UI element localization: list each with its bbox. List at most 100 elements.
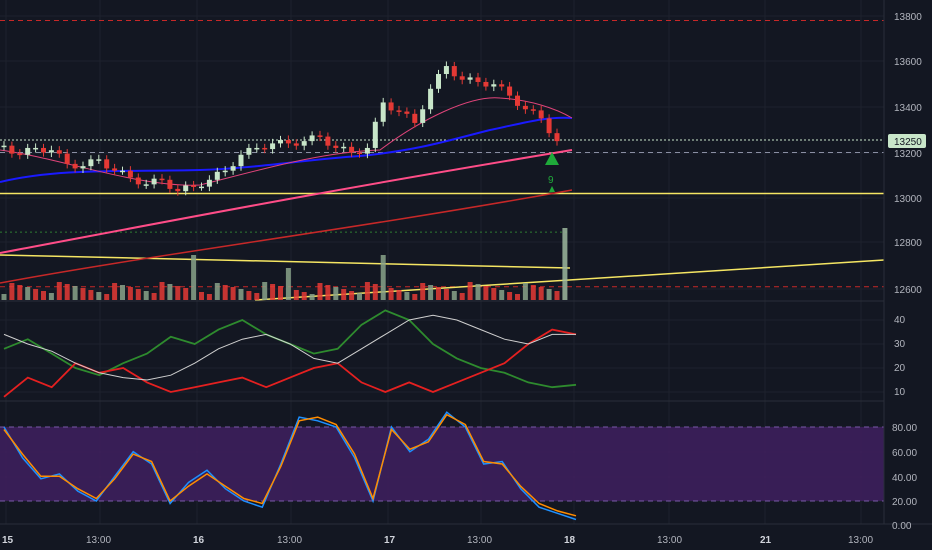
candle-body[interactable]	[507, 86, 513, 96]
candle-body[interactable]	[349, 146, 355, 153]
adx-line	[3, 314, 576, 381]
candle-body[interactable]	[143, 184, 149, 186]
candle-body[interactable]	[428, 88, 434, 110]
last-price-label: 13250	[894, 137, 922, 148]
candle-body[interactable]	[199, 186, 204, 189]
volume-bar	[325, 285, 331, 300]
price-label: 13600	[894, 57, 922, 68]
candle-body[interactable]	[380, 102, 386, 122]
candle-body[interactable]	[475, 77, 481, 82]
candle-body[interactable]	[96, 159, 102, 161]
candle-body[interactable]	[151, 178, 157, 185]
last-price-tag	[888, 134, 926, 148]
volume-bar	[499, 290, 505, 300]
candle-body[interactable]	[357, 152, 362, 155]
price-pane[interactable]	[0, 20, 885, 301]
candle-body[interactable]	[499, 84, 505, 87]
candle-body[interactable]	[64, 153, 70, 164]
candle-body[interactable]	[538, 110, 544, 119]
candle-body[interactable]	[222, 170, 228, 173]
volume-bar	[270, 284, 276, 300]
candle-body[interactable]	[175, 188, 181, 192]
candle-body[interactable]	[554, 133, 560, 142]
candle-body[interactable]	[270, 143, 276, 150]
dmi-axis[interactable]: 40 30 20 10	[894, 315, 906, 398]
candle-body[interactable]	[451, 66, 457, 77]
candle-body[interactable]	[530, 109, 536, 111]
volume-bar	[428, 285, 434, 300]
volume-bar	[33, 289, 39, 300]
volume-bar	[72, 286, 78, 300]
candle-body[interactable]	[443, 66, 449, 75]
candle-body[interactable]	[25, 147, 31, 155]
candle-body[interactable]	[33, 147, 39, 150]
descending-trendline	[0, 254, 571, 269]
volume-bar	[309, 294, 315, 300]
volume-bar	[333, 287, 339, 300]
candle-body[interactable]	[80, 166, 86, 169]
candle-body[interactable]	[167, 179, 173, 189]
candle-body[interactable]	[420, 109, 426, 123]
candle-body[interactable]	[206, 179, 212, 187]
candle-body[interactable]	[522, 105, 528, 110]
candle-body[interactable]	[238, 154, 244, 167]
candle-body[interactable]	[183, 185, 189, 192]
candle-body[interactable]	[333, 145, 339, 148]
volume-bar	[104, 294, 110, 300]
candle-body[interactable]	[72, 163, 78, 169]
volume-bar	[380, 255, 386, 300]
candle-body[interactable]	[396, 110, 402, 112]
candle-body[interactable]	[159, 178, 165, 181]
candle-body[interactable]	[127, 170, 133, 178]
candle-body[interactable]	[467, 77, 473, 80]
candle-body[interactable]	[254, 147, 260, 150]
candle-body[interactable]	[191, 185, 197, 187]
candle-body[interactable]	[278, 139, 283, 144]
candle-body[interactable]	[262, 147, 268, 150]
candle-body[interactable]	[309, 135, 315, 142]
candle-body[interactable]	[88, 159, 94, 167]
candle-body[interactable]	[364, 147, 370, 154]
candle-body[interactable]	[17, 153, 23, 156]
dmi-axis-label: 40	[894, 315, 906, 326]
time-axis[interactable]: 15 13:00 16 13:00 17 13:00 18 13:00 21 1…	[2, 535, 873, 546]
candle-body[interactable]	[135, 177, 141, 185]
candle-body[interactable]	[491, 84, 497, 87]
candle-body[interactable]	[285, 139, 291, 144]
candle-body[interactable]	[293, 143, 299, 146]
candle-body[interactable]	[301, 141, 307, 146]
candle-body[interactable]	[48, 150, 54, 153]
candle-body[interactable]	[56, 150, 62, 154]
candle-body[interactable]	[9, 145, 15, 154]
candle-body[interactable]	[104, 159, 110, 169]
candle-body[interactable]	[436, 74, 441, 89]
candle-body[interactable]	[404, 111, 410, 114]
candle-body[interactable]	[120, 170, 125, 173]
candle-body[interactable]	[214, 171, 220, 180]
candle-body[interactable]	[372, 121, 378, 148]
price-axis[interactable]: 13800 13600 13400 13200 13000 12800 1260…	[888, 12, 926, 296]
candle-body[interactable]	[41, 147, 46, 153]
volume-bar	[120, 285, 125, 300]
candle-body[interactable]	[1, 145, 7, 148]
candle-body[interactable]	[325, 136, 331, 146]
candle-body[interactable]	[483, 81, 489, 87]
candle-body[interactable]	[317, 135, 323, 137]
volume-bar	[206, 294, 212, 300]
candle-body[interactable]	[515, 95, 520, 106]
candle-body[interactable]	[546, 118, 552, 134]
candle-body[interactable]	[246, 147, 252, 155]
volume-bar	[404, 292, 410, 300]
dmi-pane[interactable]	[3, 309, 577, 398]
buy-signal-arrow	[545, 152, 559, 165]
candle-body[interactable]	[388, 102, 394, 111]
candle-body[interactable]	[341, 146, 347, 149]
stoch-axis[interactable]: 80.00 60.00 40.00 20.00 0.00	[892, 423, 917, 532]
stoch-pane[interactable]	[0, 411, 884, 521]
volume-bar	[459, 293, 465, 300]
candle-body[interactable]	[112, 168, 118, 171]
candle-body[interactable]	[412, 113, 418, 123]
candle-body[interactable]	[459, 76, 465, 80]
candle-body[interactable]	[230, 166, 236, 171]
